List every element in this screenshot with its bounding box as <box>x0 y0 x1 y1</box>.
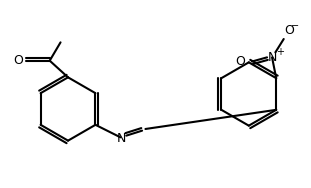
Text: O: O <box>284 24 294 37</box>
Text: −: − <box>291 21 299 31</box>
Text: O: O <box>235 55 245 68</box>
Text: N: N <box>117 132 126 145</box>
Text: N: N <box>267 51 277 64</box>
Text: O: O <box>13 54 23 67</box>
Text: +: + <box>276 47 284 57</box>
